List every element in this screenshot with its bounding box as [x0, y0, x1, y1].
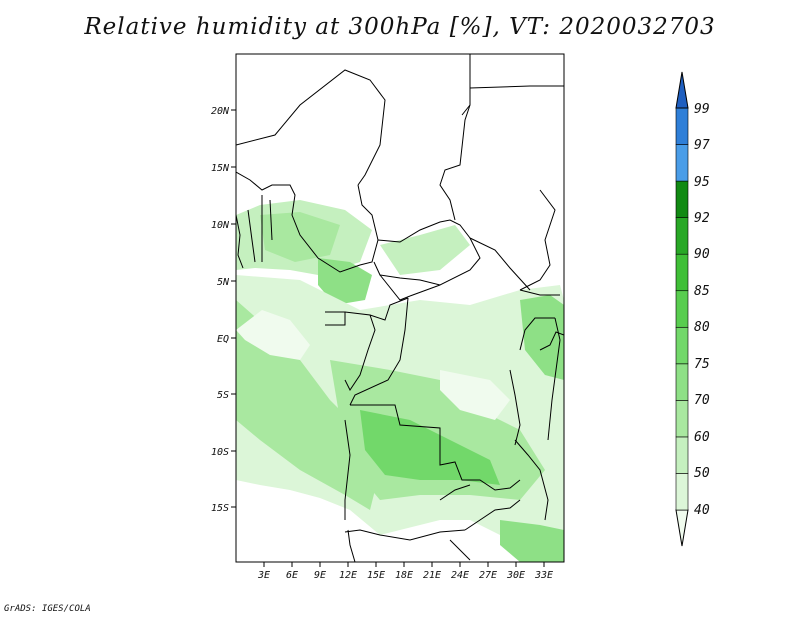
colorbar-bottom-triangle	[675, 509, 689, 547]
lat-label: 10N	[211, 220, 230, 231]
colorbar-label: 70	[694, 393, 710, 408]
colorbar-segment	[675, 400, 689, 438]
axis-ticks	[231, 109, 545, 567]
lon-label: 24E	[451, 570, 469, 581]
lon-label: 30E	[506, 570, 525, 581]
lat-label: 20N	[211, 106, 230, 117]
colorbar-segment	[675, 144, 689, 182]
colorbar-segment	[675, 217, 689, 255]
lat-label: EQ	[217, 334, 229, 345]
colorbar-segment	[675, 363, 689, 401]
colorbar-segment	[675, 436, 689, 474]
colorbar-labels: 40 50 60 70 75 80 85 90 92 95 97 99	[694, 102, 710, 518]
colorbar-label: 90	[694, 247, 710, 262]
colorbar-segment	[675, 290, 689, 328]
lon-label: 3E	[257, 570, 270, 581]
map-title: Relative humidity at 300hPa [%], VT: 202…	[84, 14, 716, 40]
lon-label: 33E	[534, 570, 553, 581]
grads-credit: GrADS: IGES/COLA	[4, 604, 91, 614]
lat-label: 15N	[211, 163, 230, 174]
colorbar-label: 60	[694, 430, 710, 445]
colorbar-label: 80	[694, 320, 710, 335]
country-boundaries	[236, 54, 564, 562]
colorbar-segment	[675, 180, 689, 218]
colorbar-label: 40	[694, 503, 710, 518]
lon-label: 18E	[395, 570, 413, 581]
lon-label: 27E	[479, 570, 497, 581]
colorbar-label: 50	[694, 466, 710, 481]
colorbar-label: 95	[694, 175, 710, 190]
lon-label: 9E	[314, 570, 326, 581]
colorbar-label: 92	[694, 211, 710, 226]
colorbar-label: 99	[694, 102, 710, 117]
colorbar	[675, 71, 689, 547]
lon-label: 15E	[367, 570, 385, 581]
colorbar-label: 85	[694, 284, 710, 299]
lat-label: 15S	[211, 503, 229, 514]
colorbar-segment	[675, 326, 689, 365]
humidity-field	[236, 200, 564, 562]
colorbar-segment	[675, 107, 689, 145]
colorbar-segment	[675, 473, 689, 511]
map-frame	[235, 53, 565, 563]
lon-label: 12E	[339, 570, 357, 581]
lat-label: 10S	[211, 447, 229, 458]
lon-label: 6E	[286, 570, 298, 581]
lat-label: 5S	[217, 390, 229, 401]
lon-label: 21E	[423, 570, 441, 581]
colorbar-top-triangle	[675, 71, 689, 109]
colorbar-label: 75	[694, 357, 710, 372]
colorbar-label: 97	[694, 138, 710, 153]
colorbar-segment	[675, 253, 689, 292]
lat-label: 5N	[217, 277, 230, 288]
